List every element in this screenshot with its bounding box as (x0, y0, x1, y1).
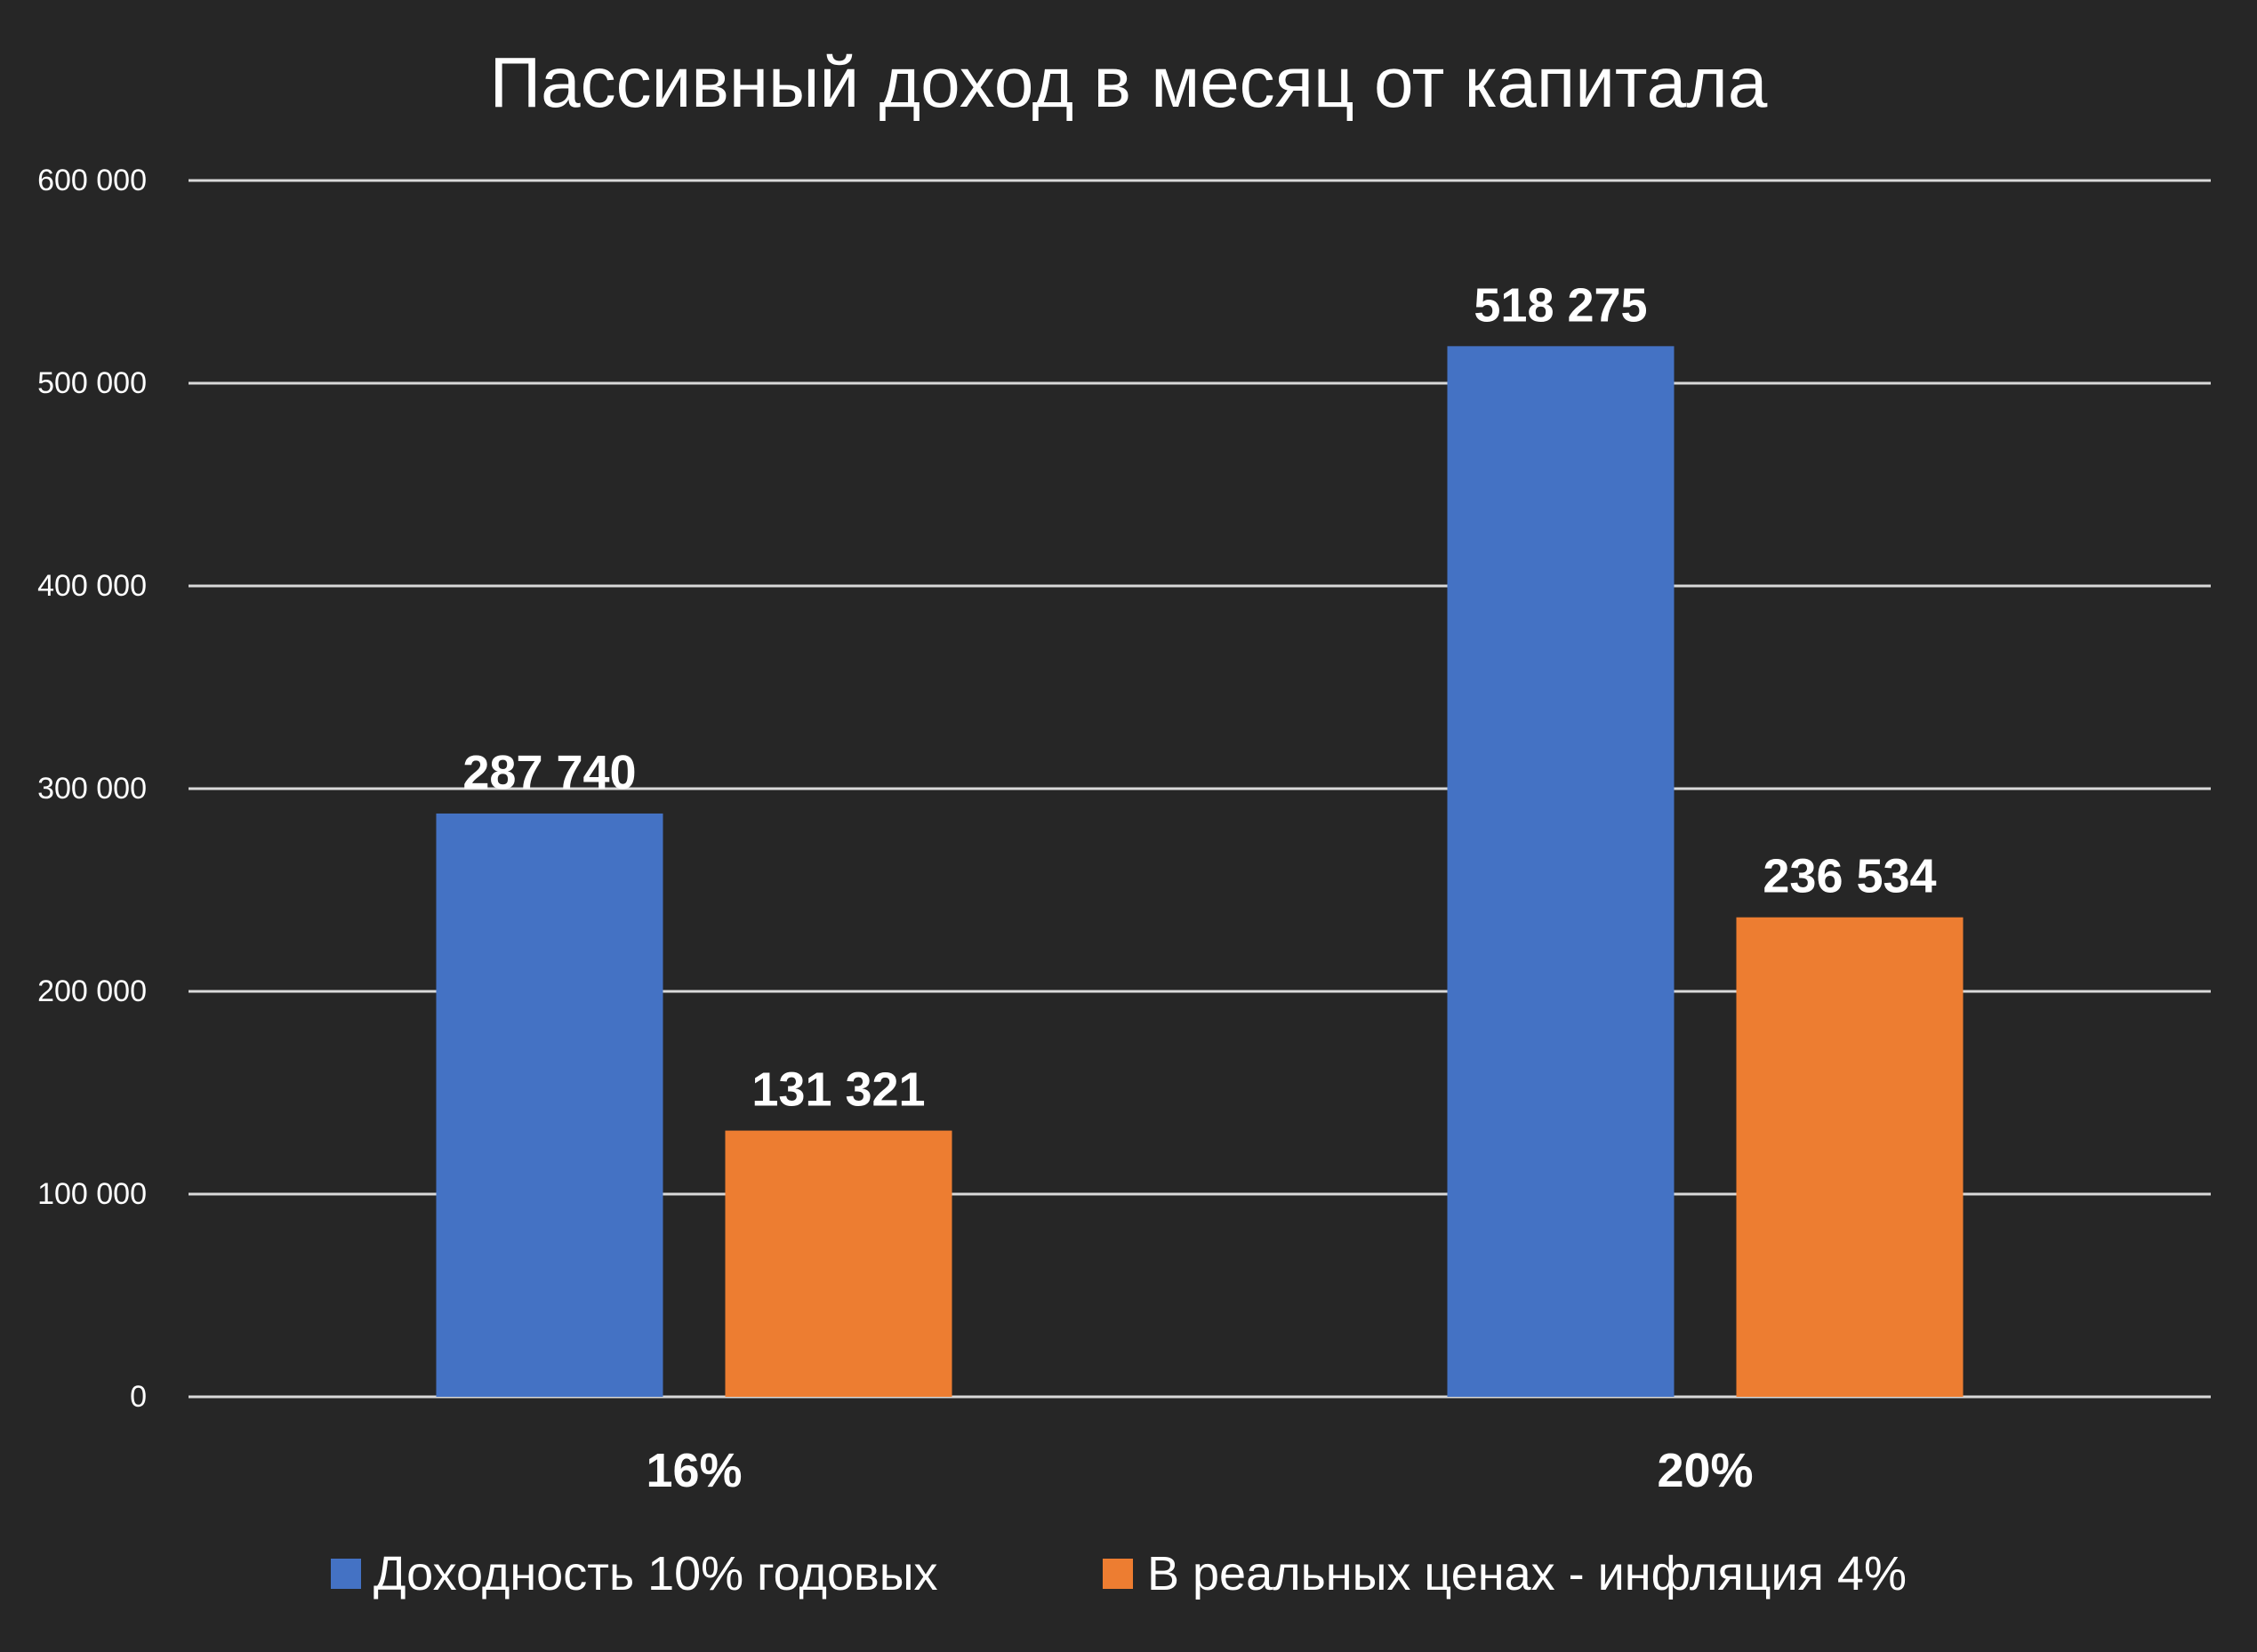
bar-nominal-20pct (1447, 346, 1675, 1397)
bar-real-16pct (725, 1130, 952, 1397)
bars (436, 346, 1964, 1397)
bar-nominal-16pct (436, 813, 663, 1397)
y-tick-label: 0 (130, 1380, 147, 1414)
y-tick-label: 600 000 (37, 164, 147, 197)
legend-label: Доходность 10% годовых (373, 1547, 938, 1600)
y-tick-label: 400 000 (37, 569, 147, 603)
legend-label: В реальных ценах - инфляция 4% (1147, 1547, 1907, 1600)
x-axis-tick-labels: 16% 20% (646, 1444, 1753, 1497)
data-labels: 287 740 131 321 518 275 236 534 (462, 278, 1936, 1116)
data-label: 236 534 (1763, 850, 1936, 903)
data-label: 131 321 (751, 1063, 925, 1117)
x-tick-label: 20% (1657, 1444, 1753, 1497)
legend-swatch (1103, 1559, 1133, 1589)
chart-title: Пассивный доход в месяц от капитала (490, 43, 1768, 122)
y-tick-label: 300 000 (37, 772, 147, 806)
y-axis-tick-labels: 0 100 000 200 000 300 000 400 000 500 000 600 … (37, 164, 147, 1414)
bar-real-20pct (1736, 917, 1964, 1397)
x-tick-label: 16% (646, 1444, 742, 1497)
y-tick-label: 500 000 (37, 366, 147, 400)
legend-swatch (331, 1559, 361, 1589)
y-tick-label: 100 000 (37, 1177, 147, 1211)
data-label: 287 740 (462, 746, 636, 799)
data-label: 518 275 (1474, 278, 1647, 332)
legend: Доходность 10% годовых В реальных ценах -… (331, 1547, 1907, 1600)
y-tick-label: 200 000 (37, 974, 147, 1008)
